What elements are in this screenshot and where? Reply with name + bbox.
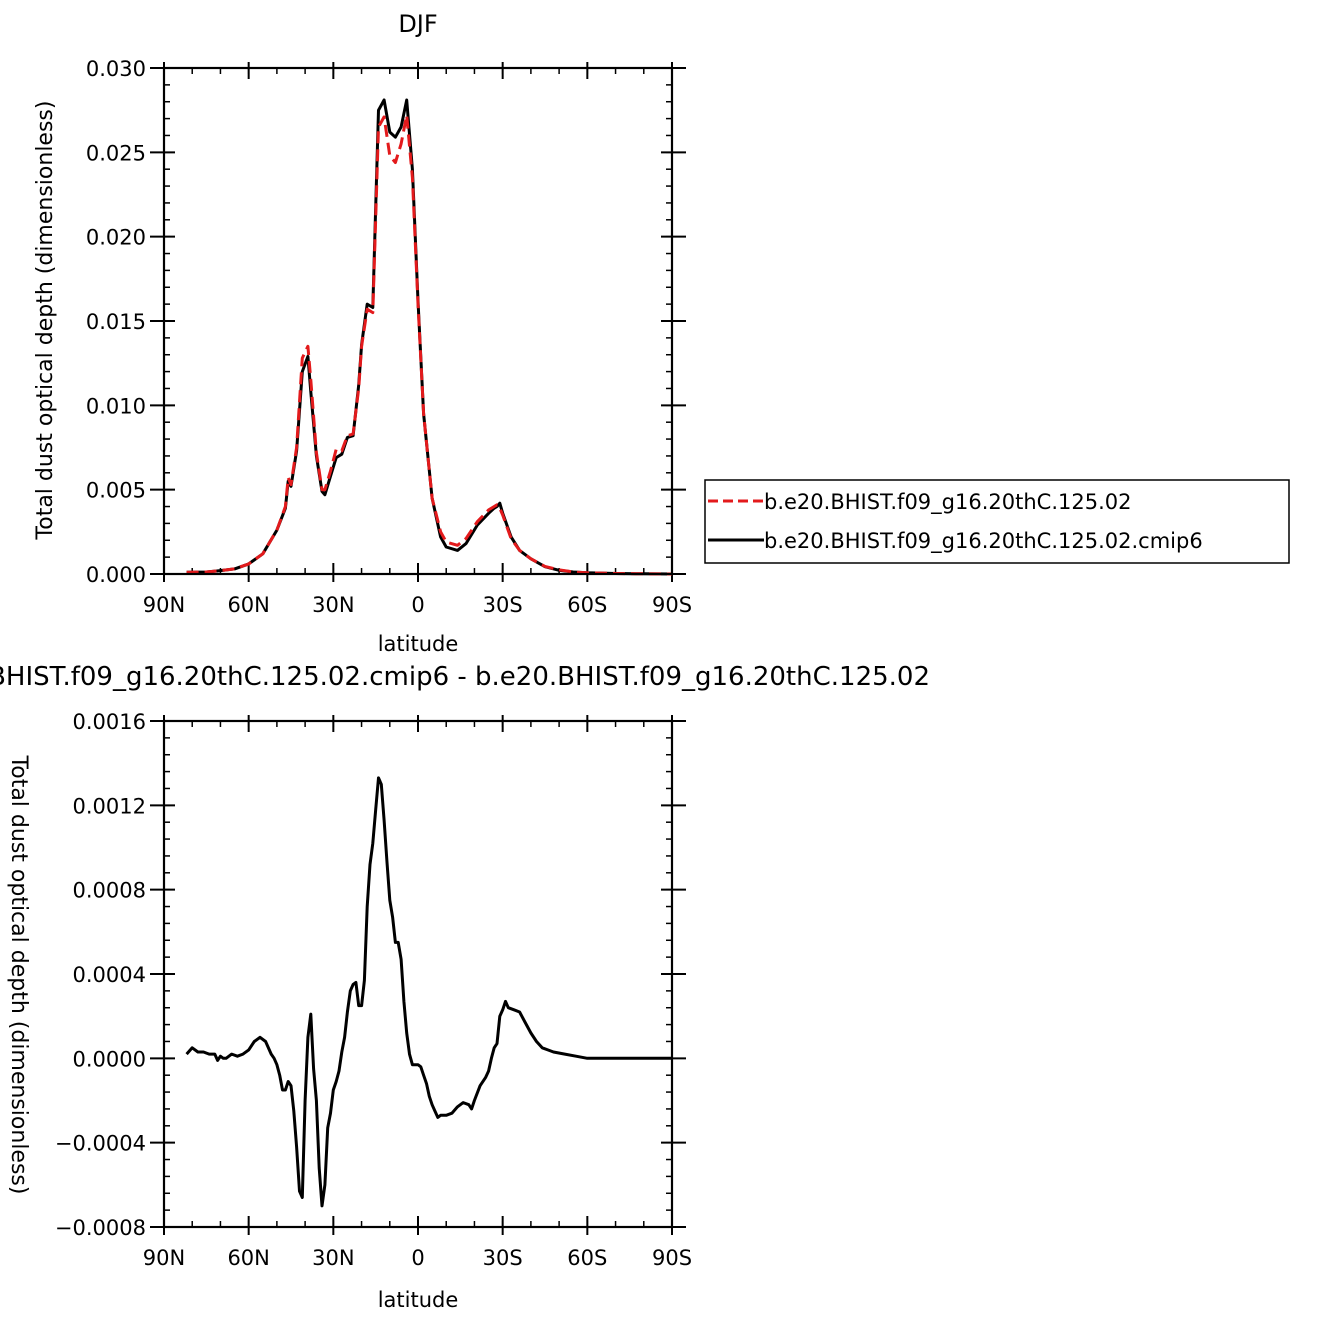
bottom-plot-frame [162,719,674,1229]
bottom-tick-labels: 90N 60N 30N 0 30S 60S 90S −0.0008 −0.0004 0.0000 0… [55,710,692,1270]
top-series-lines [186,98,673,576]
legend-label-series-1: b.e20.BHIST.f09_g16.20thC.125.02 [764,490,1131,515]
x-tick-label: 30N [312,1246,354,1270]
y-tick-label: 0.000 [86,563,146,587]
x-tick-label: 60S [567,593,607,617]
x-tick-label: 0 [411,593,424,617]
bottom-series-lines [185,776,672,1208]
top-x-axis-label: latitude [378,632,459,656]
x-tick-label: 30S [483,1246,523,1270]
legend-box [704,479,1290,564]
bottom-panel: b.e20.BHIST.f09_g16.20thC.125.02.cmip6 -… [0,662,930,1312]
legend-label-series-2: b.e20.BHIST.f09_g16.20thC.125.02.cmip6 [764,529,1203,554]
legend: b.e20.BHIST.f09_g16.20thC.125.02 b.e20.B… [704,479,1290,564]
x-tick-label: 30S [483,593,523,617]
series-line-1 [186,113,673,576]
y-tick-label: 0.025 [86,141,146,165]
y-tick-label: 0.0004 [73,963,146,987]
top-panel: DJF Total dust optical depth (dimensionl… [33,10,1290,656]
bottom-x-axis-label: latitude [378,1288,459,1312]
top-title: DJF [398,10,437,38]
bottom-y-axis-label: Total dust optical depth (dimensionless) [6,755,31,1195]
y-tick-label: 0.030 [86,57,146,81]
bottom-axis-ticks [150,715,686,1235]
y-tick-label: 0.010 [86,394,146,418]
y-tick-label: 0.005 [86,479,146,503]
x-tick-label: 60N [227,593,269,617]
x-tick-label: 90S [652,1246,692,1270]
y-tick-label: 0.015 [86,310,146,334]
top-y-axis-label: Total dust optical depth (dimensionless) [33,101,58,541]
x-tick-label: 90N [143,1246,185,1270]
y-tick-label: 0.020 [86,226,146,250]
y-tick-label: 0.0008 [73,879,146,903]
x-tick-label: 60S [567,1246,607,1270]
x-tick-label: 90S [652,593,692,617]
top-tick-labels: 90N 60N 30N 0 30S 60S 90S 0.000 0.005 0.010 0.015 0… [86,57,692,617]
x-tick-label: 30N [312,593,354,617]
y-tick-label: 0.0000 [73,1047,146,1071]
x-tick-label: 0 [411,1246,424,1270]
top-plot-frame [162,66,674,576]
series-line-1 [185,776,672,1208]
x-tick-label: 90N [143,593,185,617]
y-tick-label: −0.0004 [55,1132,146,1156]
series-line-2 [186,98,673,576]
y-tick-label: 0.0012 [73,794,146,818]
y-tick-label: −0.0008 [55,1216,146,1240]
y-tick-label: 0.0016 [73,710,146,734]
x-tick-label: 60N [227,1246,269,1270]
bottom-title: b.e20.BHIST.f09_g16.20thC.125.02.cmip6 -… [0,662,930,692]
